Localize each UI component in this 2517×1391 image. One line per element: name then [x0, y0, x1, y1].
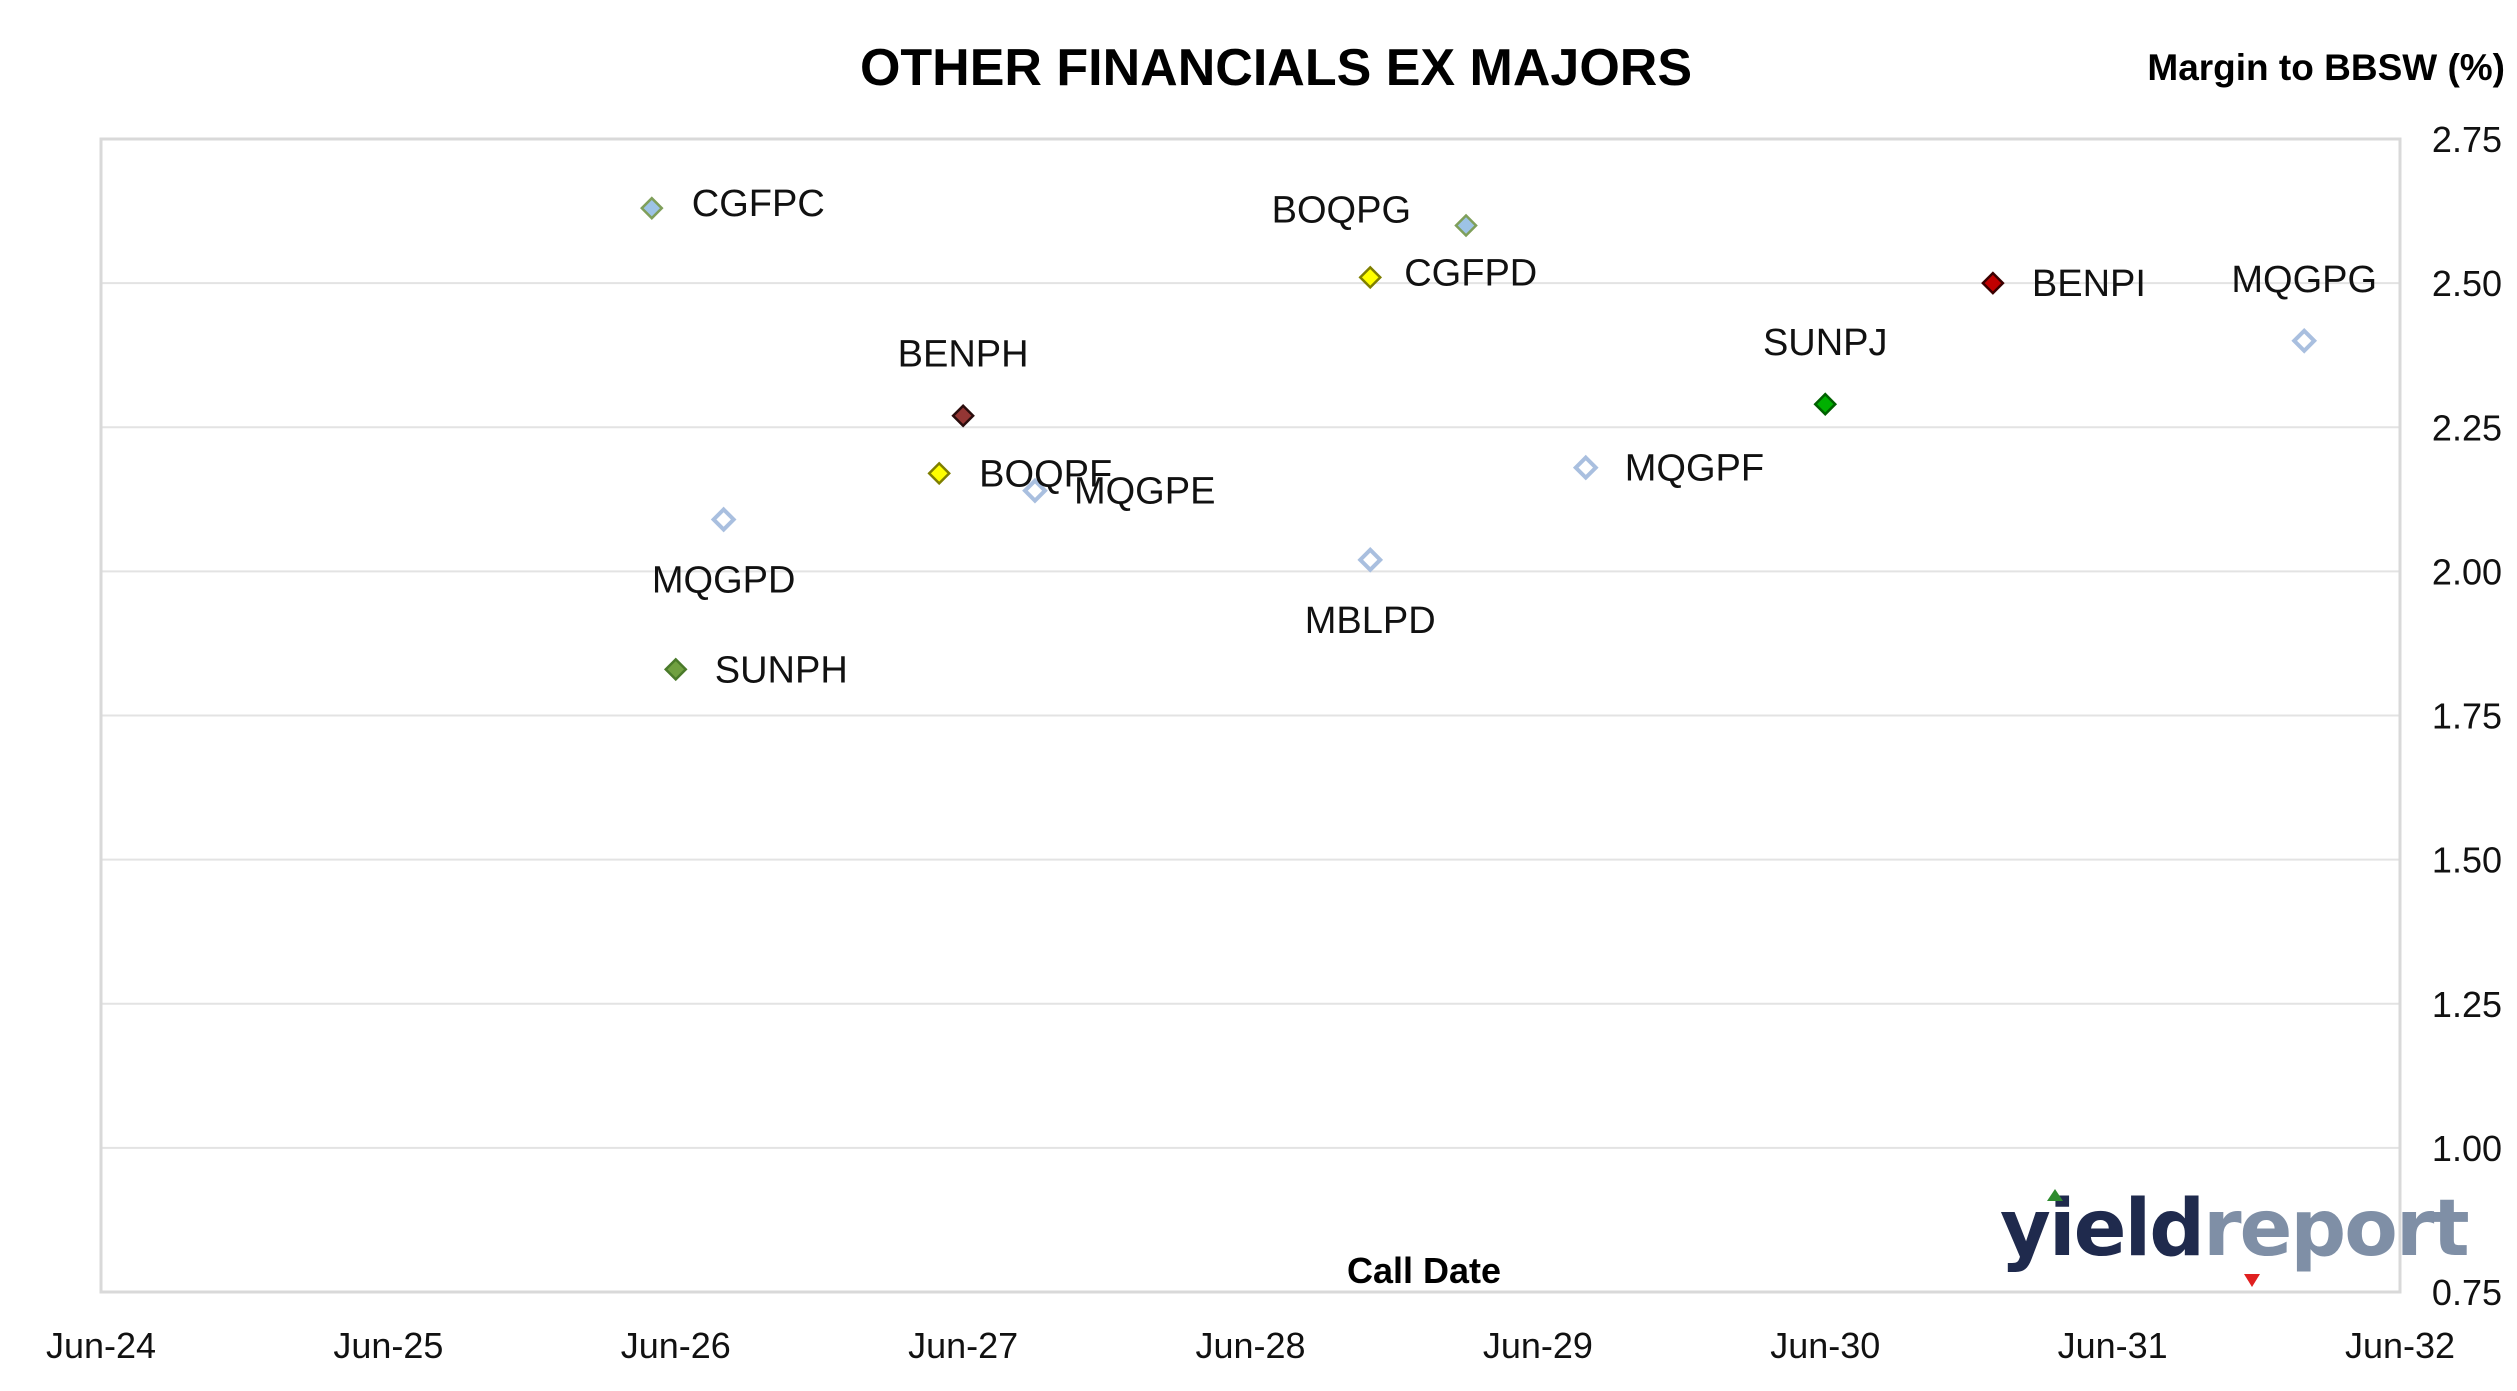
- point-sunpj: [1813, 392, 1838, 416]
- point-label-mqgpe: MQGPE: [1074, 471, 1215, 513]
- y-tick-label: 1.25: [2432, 984, 2502, 1025]
- svg-text:yieldreport: yieldreport: [2000, 1184, 2468, 1274]
- y-axis-title: Margin to BBSW (%): [2147, 47, 2505, 88]
- up-arrow-icon: [2047, 1189, 2063, 1201]
- x-tick-label: Jun-29: [1483, 1325, 1593, 1366]
- data-labels: CGFPC BOQPG CGFPD BENPI MQGPG SUNPJ BENPH MQGPF…: [652, 183, 2377, 691]
- gridlines: [101, 138, 2400, 1293]
- x-tick-label: Jun-28: [1195, 1325, 1305, 1366]
- x-tick-label: Jun-25: [333, 1325, 443, 1366]
- point-mqgpd: [710, 506, 737, 533]
- y-tick-label: 2.25: [2432, 407, 2502, 448]
- point-label-mqgpg: MQGPG: [2231, 259, 2377, 301]
- y-tick-label: 0.75: [2432, 1272, 2502, 1313]
- point-label-benpi: BENPI: [2032, 263, 2146, 305]
- point-label-mqgpd: MQGPD: [652, 559, 796, 601]
- point-benpi: [1981, 271, 2005, 295]
- point-mqgpg: [2291, 327, 2318, 354]
- chart-title: OTHER FINANCIALS EX MAJORS: [860, 39, 1692, 97]
- point-cgfpd: [1358, 265, 1383, 290]
- point-label-boqpf: BOQPF: [979, 453, 1112, 495]
- y-tick-label: 1.75: [2432, 696, 2502, 737]
- x-tick-label: Jun-24: [46, 1325, 156, 1366]
- y-tick-label: 1.50: [2432, 840, 2502, 881]
- point-label-benph: BENPH: [898, 334, 1029, 376]
- y-tick-label: 1.00: [2432, 1128, 2502, 1169]
- point-cgfpc: [640, 196, 664, 220]
- point-label-cgfpd: CGFPD: [1404, 252, 1537, 294]
- y-tick-label: 2.00: [2432, 551, 2502, 592]
- y-axis-ticks: 0.75 1.00 1.25 1.50 1.75 2.00 2.25 2.50 2.75: [2432, 119, 2502, 1313]
- yieldreport-logo: yieldreport: [2000, 1184, 2470, 1287]
- point-label-mqgpf: MQGPF: [1625, 448, 1764, 490]
- x-axis-title: Call Date: [1347, 1250, 1501, 1291]
- point-benph: [951, 403, 975, 428]
- point-label-boqpg: BOQPG: [1272, 189, 1411, 231]
- x-axis-ticks: Jun-24 Jun-25 Jun-26 Jun-27 Jun-28 Jun-29 Jun-…: [46, 1325, 2455, 1366]
- point-mqgpe: [1022, 477, 1048, 504]
- point-mblpd: [1357, 547, 1384, 573]
- point-boqpg: [1454, 213, 1478, 238]
- x-tick-label: Jun-27: [908, 1325, 1018, 1366]
- x-tick-label: Jun-31: [2058, 1325, 2168, 1366]
- x-tick-label: Jun-30: [1770, 1325, 1880, 1366]
- point-label-sunph: SUNPH: [715, 649, 848, 691]
- y-tick-label: 2.50: [2432, 263, 2502, 304]
- data-points: [640, 196, 2318, 682]
- point-mqgpf: [1572, 454, 1599, 481]
- point-boqpf: [927, 461, 951, 486]
- point-label-mblpd: MBLPD: [1305, 600, 1436, 642]
- y-tick-label: 2.75: [2432, 119, 2502, 160]
- point-sunph: [663, 657, 688, 682]
- down-arrow-icon: [2244, 1274, 2260, 1287]
- x-tick-label: Jun-26: [621, 1325, 731, 1366]
- x-tick-label: Jun-32: [2345, 1325, 2455, 1366]
- point-label-sunpj: SUNPJ: [1763, 322, 1888, 364]
- point-label-cgfpc: CGFPC: [692, 183, 825, 225]
- plot-area-frame: [99, 137, 2402, 1294]
